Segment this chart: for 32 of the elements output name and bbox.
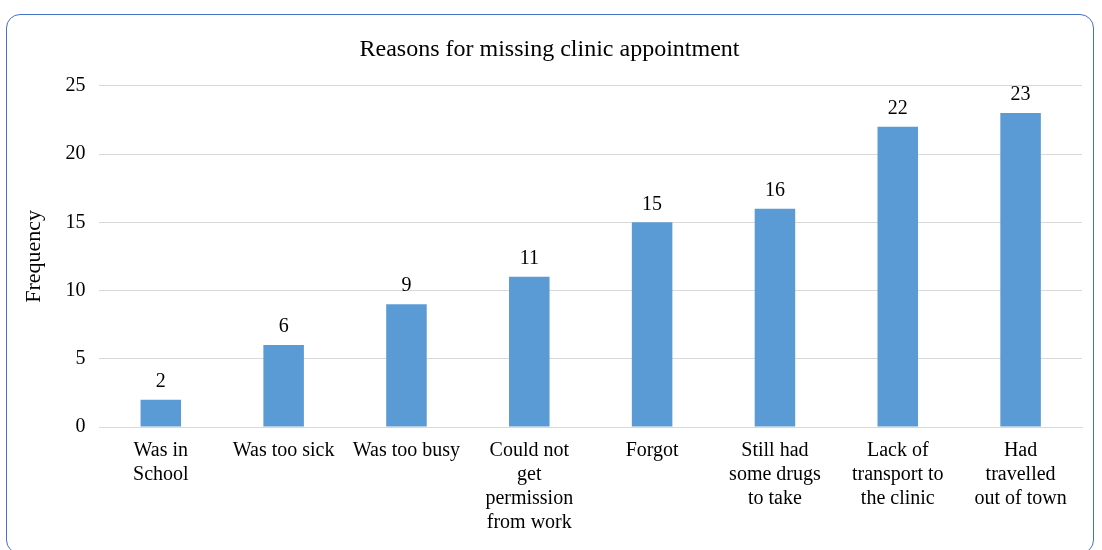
bar — [386, 304, 427, 427]
data-label: 15 — [642, 191, 663, 214]
y-tick-label: 15 — [65, 209, 86, 232]
bar — [631, 222, 673, 427]
x-tick-label: Still had some drugs to take — [729, 438, 821, 509]
y-tick-label: 20 — [65, 141, 86, 164]
data-label: 9 — [401, 273, 412, 296]
x-tick-label: Lack of transport to the clinic — [851, 438, 944, 509]
bar — [877, 126, 919, 427]
data-label: 23 — [1010, 82, 1031, 105]
bar — [509, 276, 550, 427]
chart-title: Reasons for missing clinic appointment — [359, 34, 740, 61]
data-label: 6 — [278, 314, 289, 337]
data-label: 16 — [764, 177, 785, 200]
x-tick-label: Was too sick — [232, 438, 335, 461]
data-label: 2 — [155, 368, 166, 391]
data-label: 11 — [519, 246, 539, 269]
bar — [140, 399, 182, 427]
y-tick-label: 0 — [75, 414, 86, 437]
x-tick-label: Could not get permission from work — [485, 438, 574, 533]
bar — [754, 208, 796, 427]
data-label: 22 — [887, 95, 908, 118]
bar — [263, 345, 304, 427]
y-tick-label: 10 — [65, 277, 86, 300]
y-tick-label: 25 — [65, 73, 86, 96]
y-axis-title: Frequency — [19, 209, 45, 303]
x-tick-label: Forgot — [625, 438, 680, 462]
x-tick-label: Was in School — [133, 438, 190, 485]
bar — [1000, 113, 1041, 427]
y-tick-label: 5 — [75, 346, 86, 369]
x-tick-label: Was too busy — [352, 438, 461, 462]
x-tick-label: Had travelled out of town — [974, 438, 1067, 509]
